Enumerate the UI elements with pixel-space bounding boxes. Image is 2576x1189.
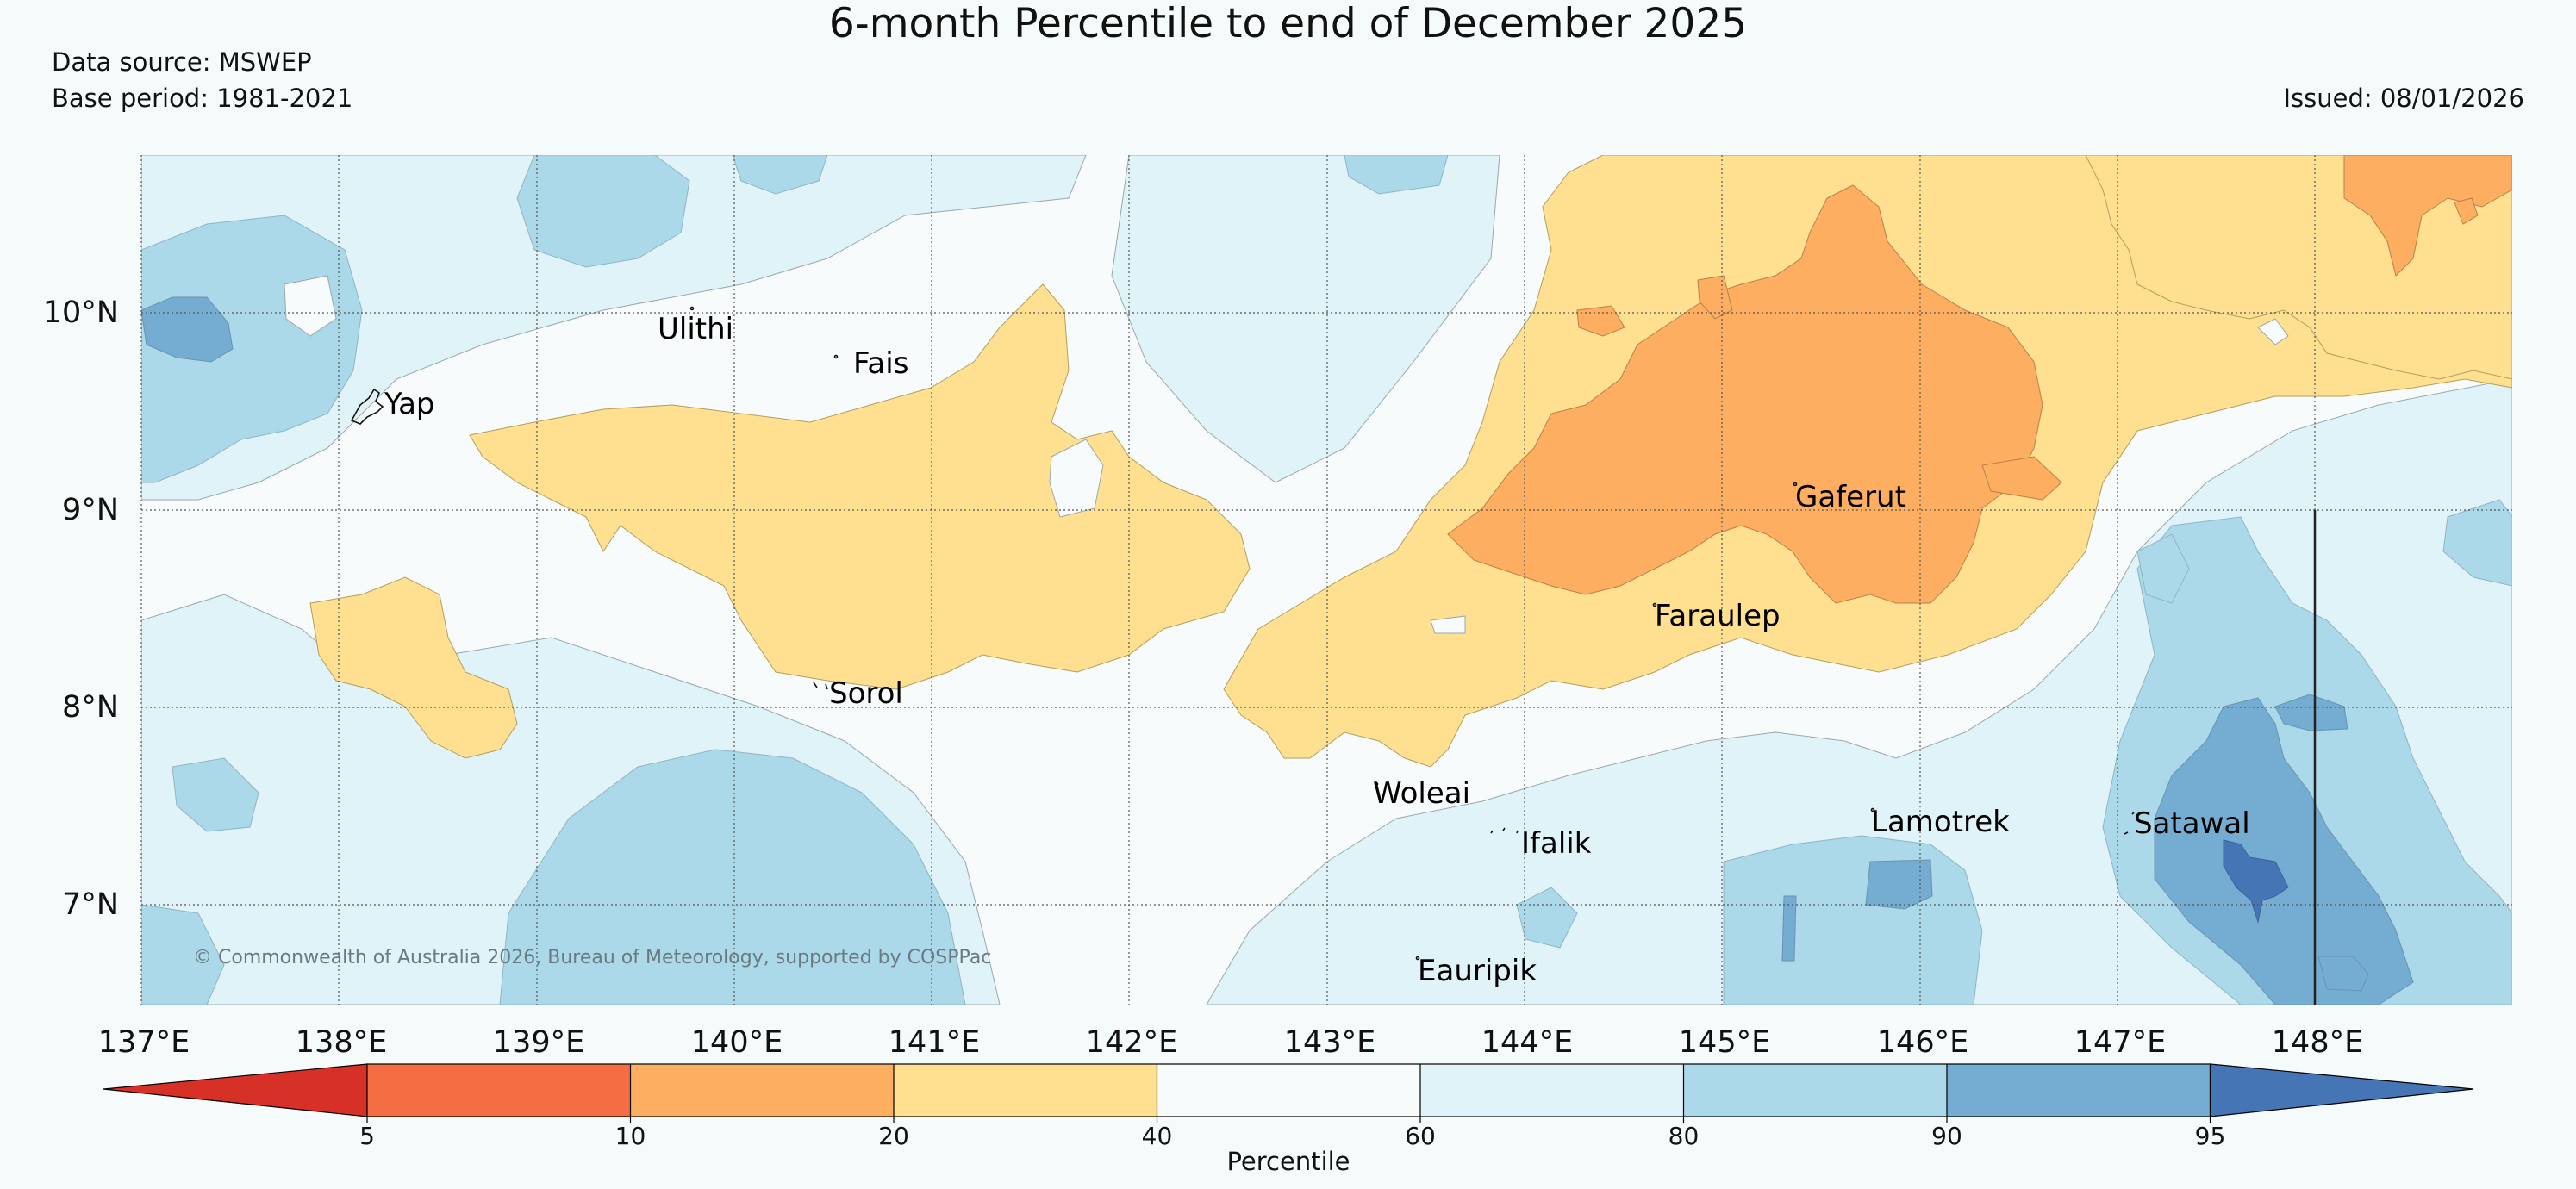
field-95-plus (2223, 839, 2289, 924)
colorbar-title: Percentile (1226, 1147, 1350, 1176)
field-10-20 (1447, 155, 2512, 604)
colorbar: 5 10 20 40 60 80 90 95 Percentile (103, 1063, 2474, 1176)
copyright-credit: © Commonwealth of Australia 2026, Bureau… (193, 947, 991, 968)
colorbar-bin-5-10 (367, 1064, 631, 1117)
colorbar-tick-10: 10 (615, 1122, 646, 1150)
place-label-sorol: Sorol (829, 676, 903, 711)
yap-island-outline (350, 388, 384, 425)
lat-label-10n: 10°N (43, 296, 119, 330)
ulithi-island-marker (689, 306, 695, 311)
lon-label-148e: 148°E (2272, 1025, 2363, 1060)
colorbar-tick-20: 20 (878, 1122, 909, 1150)
place-label-fais: Fais (853, 346, 908, 381)
fais-island-marker (833, 354, 839, 359)
colorbar-tick-80: 80 (1668, 1122, 1700, 1150)
colorbar-tick-40: 40 (1142, 1122, 1173, 1150)
lon-label-137e: 137°E (98, 1025, 190, 1060)
sorol-island-marker (813, 682, 828, 690)
island-outlines (350, 306, 2135, 961)
colorbar-bin-20-40 (894, 1064, 1157, 1117)
lon-label-147e: 147°E (2074, 1025, 2166, 1060)
lamotrek-island-marker (1870, 807, 1875, 812)
eauripik-island-marker (1415, 956, 1420, 961)
base-period-label: Base period: 1981-2021 (52, 84, 353, 113)
colorbar-tick-90: 90 (1931, 1122, 1962, 1150)
lon-label-138e: 138°E (296, 1025, 387, 1060)
place-label-ulithi: Ulithi (658, 312, 733, 346)
issued-date-label: Issued: 08/01/2026 (2283, 84, 2524, 113)
ifalik-island-marker (1490, 827, 1519, 834)
place-label-yap: Yap (384, 387, 435, 421)
lat-label-9n: 9°N (62, 493, 119, 527)
lon-label-142e: 142°E (1086, 1025, 1177, 1060)
lon-label-140e: 140°E (691, 1025, 783, 1060)
colorbar-tick-5: 5 (359, 1122, 375, 1150)
place-label-ifalik: Ifalik (1521, 826, 1592, 861)
lon-label-144e: 144°E (1481, 1025, 1573, 1060)
place-label-eauripik: Eauripik (1418, 954, 1537, 988)
woleai-island-marker (1374, 781, 1379, 787)
lon-label-141e: 141°E (889, 1025, 980, 1060)
gaferut-island-marker (1793, 482, 1798, 487)
colorbar-bin-40-60 (1157, 1064, 1420, 1117)
place-label-faraulep: Faraulep (1655, 599, 1781, 633)
lon-label-146e: 146°E (1877, 1025, 1968, 1060)
lon-label-139e: 139°E (493, 1025, 584, 1060)
place-label-satawal: Satawal (2134, 806, 2250, 841)
place-label-lamotrek: Lamotrek (1871, 805, 2010, 839)
field-90-95 (141, 296, 2414, 1005)
colorbar-tick-60: 60 (1405, 1122, 1436, 1150)
place-label-gaferut: Gaferut (1795, 480, 1906, 514)
colorbar-tick-95: 95 (2195, 1122, 2226, 1150)
colorbar-bin-90-95 (1947, 1064, 2211, 1117)
lon-label-145e: 145°E (1679, 1025, 1770, 1060)
faraulep-island-marker (1652, 602, 1657, 607)
lat-label-8n: 8°N (62, 690, 119, 725)
colorbar-bin-60-80 (1420, 1064, 1684, 1117)
map-field (141, 155, 2512, 1005)
satawal-island-marker (2124, 812, 2135, 835)
map-title: 6-month Percentile to end of December 20… (828, 0, 1748, 47)
field-holes (284, 275, 2289, 634)
place-label-woleai: Woleai (1373, 776, 1470, 811)
colorbar-bin-10-20 (630, 1064, 894, 1117)
lat-label-7n: 7°N (62, 887, 119, 922)
colorbar-bin-80-90 (1683, 1064, 1947, 1117)
data-source-label: Data source: MSWEP (52, 47, 312, 77)
lon-label-143e: 143°E (1284, 1025, 1375, 1060)
colorbar-extend-low (103, 1063, 368, 1117)
colorbar-extend-high (2209, 1063, 2474, 1117)
